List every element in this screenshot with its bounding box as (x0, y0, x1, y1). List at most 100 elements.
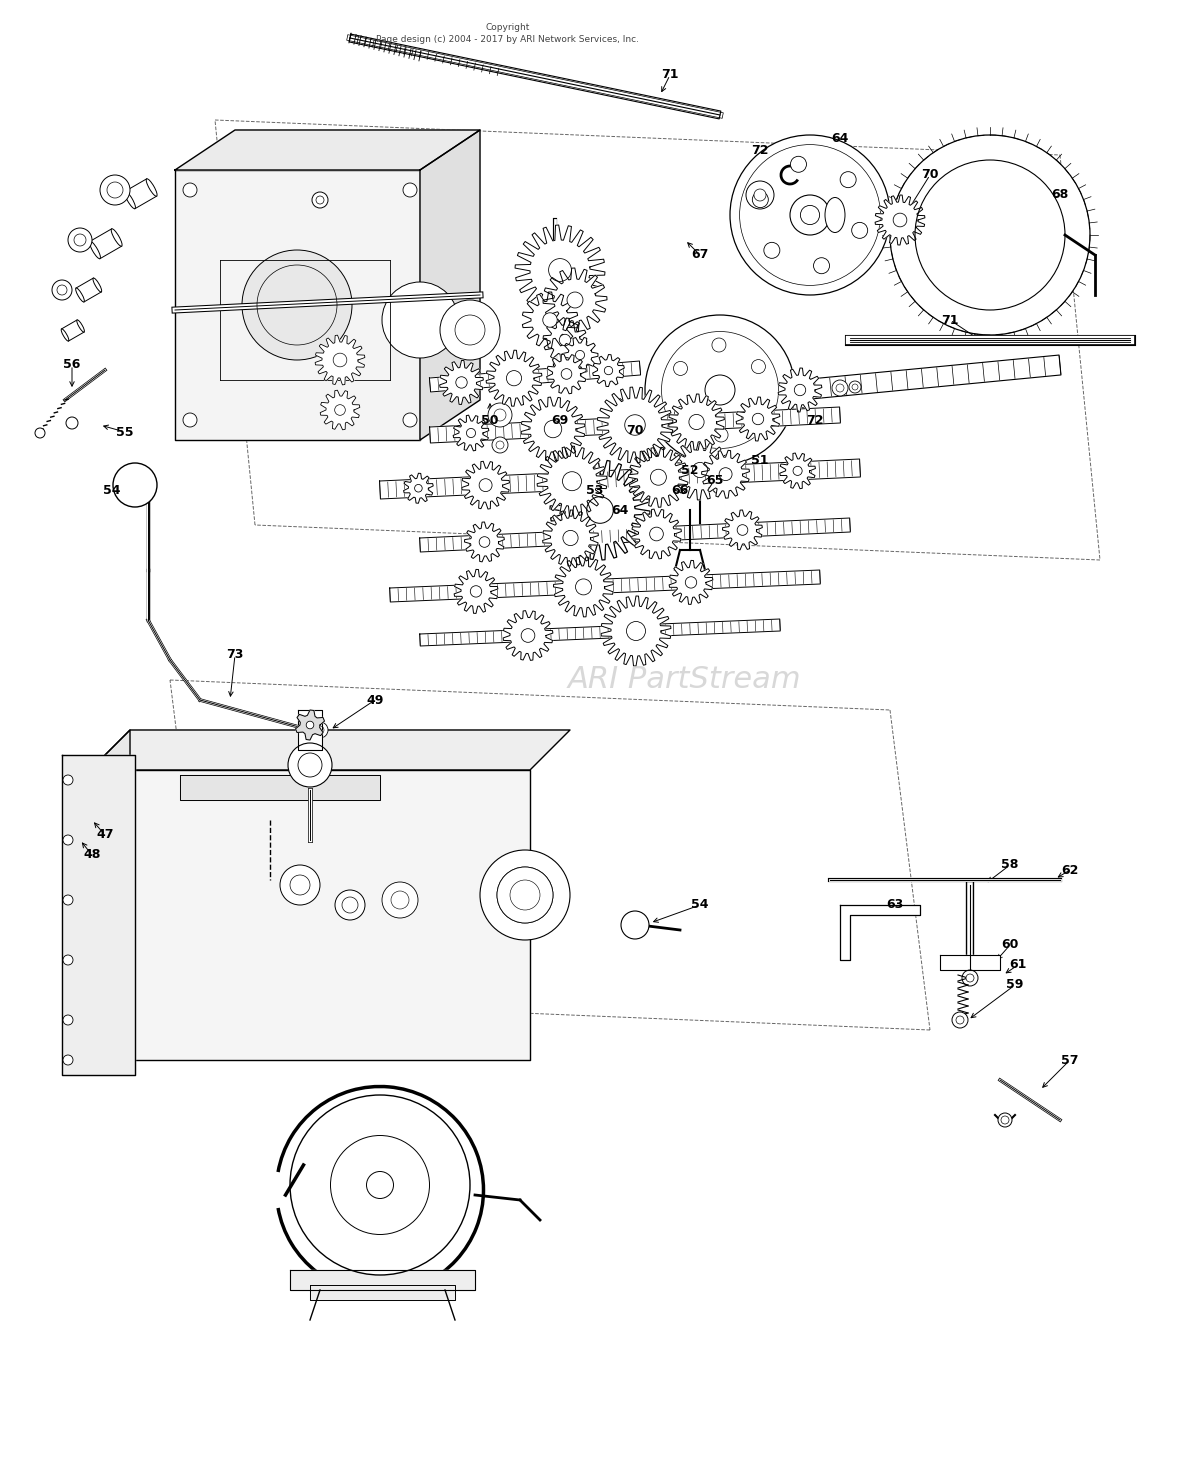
Circle shape (290, 874, 310, 895)
Polygon shape (876, 194, 925, 246)
Circle shape (746, 181, 774, 209)
Polygon shape (175, 130, 480, 170)
Circle shape (956, 1016, 964, 1023)
Circle shape (789, 194, 830, 235)
Polygon shape (799, 355, 1061, 401)
Polygon shape (380, 459, 860, 499)
Circle shape (753, 192, 768, 208)
Ellipse shape (77, 320, 85, 332)
Polygon shape (562, 338, 598, 373)
Circle shape (719, 468, 732, 481)
Circle shape (848, 382, 861, 393)
Text: 70: 70 (922, 168, 939, 181)
Polygon shape (440, 361, 484, 405)
Circle shape (382, 882, 418, 918)
Text: Page design (c) 2004 - 2017 by ARI Network Services, Inc.: Page design (c) 2004 - 2017 by ARI Netwo… (376, 35, 638, 44)
Polygon shape (722, 510, 762, 550)
Polygon shape (461, 462, 510, 509)
Text: 56: 56 (64, 358, 80, 371)
Ellipse shape (125, 192, 136, 209)
Circle shape (335, 405, 346, 415)
Polygon shape (290, 1270, 476, 1289)
Circle shape (852, 385, 858, 390)
Text: 66: 66 (671, 484, 689, 497)
Circle shape (794, 385, 806, 396)
Circle shape (840, 171, 857, 187)
Text: 70: 70 (627, 424, 644, 437)
Circle shape (510, 880, 540, 909)
Circle shape (492, 437, 509, 453)
Circle shape (63, 895, 73, 905)
Circle shape (455, 314, 485, 345)
Polygon shape (454, 569, 498, 614)
Circle shape (63, 955, 73, 965)
Circle shape (74, 234, 86, 246)
Circle shape (471, 586, 481, 596)
Text: 67: 67 (691, 249, 709, 262)
Circle shape (63, 835, 73, 845)
Text: 59: 59 (1007, 978, 1024, 991)
Polygon shape (597, 387, 673, 463)
Circle shape (704, 374, 735, 405)
Circle shape (497, 867, 553, 923)
Circle shape (522, 629, 535, 642)
Polygon shape (310, 1285, 455, 1300)
Text: 55: 55 (117, 425, 133, 439)
Polygon shape (320, 390, 360, 430)
Circle shape (466, 428, 476, 437)
Polygon shape (503, 611, 553, 661)
Circle shape (568, 292, 583, 308)
Circle shape (738, 525, 748, 535)
Ellipse shape (76, 288, 84, 303)
Circle shape (914, 159, 1066, 310)
Text: 53: 53 (586, 484, 604, 497)
Circle shape (63, 775, 73, 785)
Polygon shape (430, 361, 641, 392)
Circle shape (800, 205, 820, 225)
Circle shape (63, 1015, 73, 1025)
Polygon shape (404, 474, 433, 503)
Circle shape (650, 469, 667, 485)
Circle shape (563, 472, 582, 491)
Ellipse shape (93, 278, 101, 292)
Circle shape (57, 285, 67, 295)
Polygon shape (420, 130, 480, 440)
Polygon shape (181, 775, 380, 800)
Text: 72: 72 (806, 414, 824, 427)
Circle shape (730, 135, 890, 295)
Circle shape (391, 890, 409, 909)
Circle shape (63, 1056, 73, 1064)
Polygon shape (840, 905, 920, 961)
Polygon shape (175, 170, 420, 440)
Polygon shape (90, 770, 530, 1060)
Ellipse shape (111, 228, 122, 246)
Circle shape (330, 1136, 430, 1234)
Polygon shape (629, 447, 688, 507)
Text: 71: 71 (942, 313, 958, 326)
Circle shape (66, 417, 78, 428)
Polygon shape (669, 560, 713, 604)
Circle shape (113, 463, 157, 507)
Circle shape (793, 466, 802, 475)
Circle shape (342, 898, 358, 912)
Circle shape (404, 412, 417, 427)
Circle shape (675, 406, 689, 421)
Polygon shape (670, 440, 730, 500)
Circle shape (693, 462, 708, 478)
Polygon shape (389, 570, 820, 602)
Circle shape (952, 1012, 968, 1028)
Circle shape (312, 192, 328, 208)
Text: 60: 60 (1002, 939, 1018, 952)
Circle shape (543, 313, 557, 327)
Circle shape (455, 377, 467, 387)
Circle shape (962, 969, 978, 985)
Text: 49: 49 (366, 693, 384, 706)
Circle shape (335, 890, 365, 920)
Polygon shape (546, 354, 586, 393)
Text: 63: 63 (886, 899, 904, 911)
Text: 52: 52 (681, 463, 699, 477)
Circle shape (183, 183, 197, 197)
Circle shape (494, 409, 506, 421)
Text: 64: 64 (611, 503, 629, 516)
Circle shape (183, 412, 197, 427)
